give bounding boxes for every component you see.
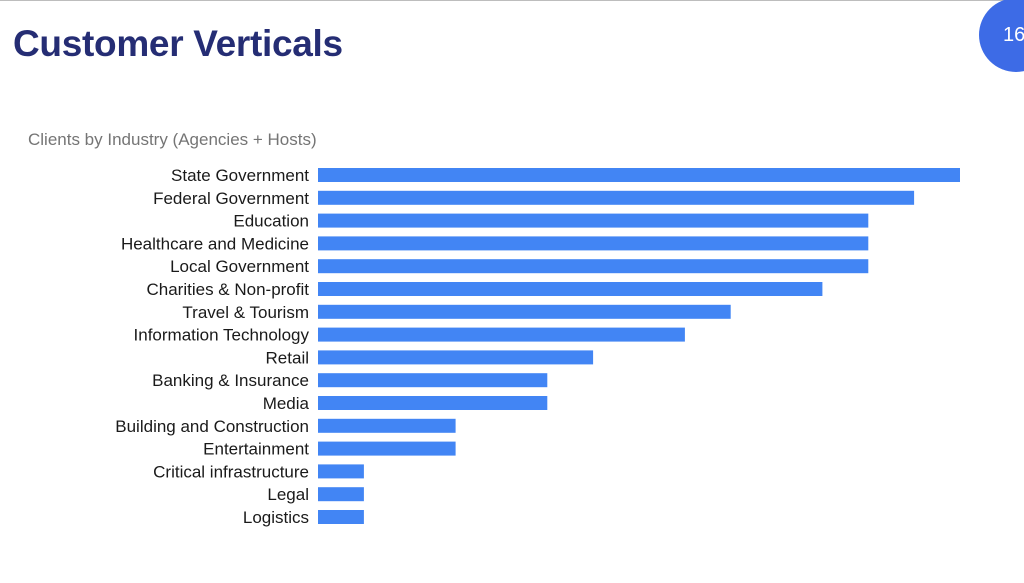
bars-group xyxy=(318,168,960,524)
bar-education xyxy=(318,213,869,228)
bar-healthcare-and-medicine xyxy=(318,236,869,251)
category-label-education: Education xyxy=(233,212,309,231)
category-labels: State Government Federal Government Educat… xyxy=(115,166,309,527)
category-label-media: Media xyxy=(263,394,310,413)
category-label-information-technology: Information Technology xyxy=(134,326,310,345)
slide-title: Customer Verticals xyxy=(13,23,343,64)
category-label-legal: Legal xyxy=(267,485,309,504)
bar-local-government xyxy=(318,259,869,274)
category-label-logistics: Logistics xyxy=(243,508,309,527)
category-label-critical-infrastructure: Critical infrastructure xyxy=(153,462,309,481)
bar-legal xyxy=(318,487,364,502)
category-label-healthcare-and-medicine: Healthcare and Medicine xyxy=(121,234,309,253)
category-label-banking-insurance: Banking & Insurance xyxy=(152,371,309,390)
bar-logistics xyxy=(318,510,364,524)
bar-banking-insurance xyxy=(318,373,548,388)
bar-retail xyxy=(318,350,594,365)
bar-critical-infrastructure xyxy=(318,464,364,479)
category-label-travel-tourism: Travel & Tourism xyxy=(182,303,309,322)
chart-title: Clients by Industry (Agencies + Hosts) xyxy=(28,130,317,149)
category-label-local-government: Local Government xyxy=(170,257,309,276)
bar-federal-government xyxy=(318,190,915,205)
category-label-retail: Retail xyxy=(266,348,309,367)
bar-building-and-construction xyxy=(318,418,456,433)
bar-travel-tourism xyxy=(318,304,731,319)
bar-media xyxy=(318,396,548,410)
category-label-entertainment: Entertainment xyxy=(203,440,309,459)
bar-state-government xyxy=(318,168,960,182)
bar-information-technology xyxy=(318,327,685,342)
bar-entertainment xyxy=(318,441,456,456)
category-label-state-government: State Government xyxy=(171,166,309,185)
top-divider xyxy=(0,0,1024,1)
bar-charities-non-profit xyxy=(318,282,823,296)
category-label-building-and-construction: Building and Construction xyxy=(115,417,309,436)
category-label-charities-non-profit: Charities & Non-profit xyxy=(146,280,309,299)
category-label-federal-government: Federal Government xyxy=(153,189,309,208)
